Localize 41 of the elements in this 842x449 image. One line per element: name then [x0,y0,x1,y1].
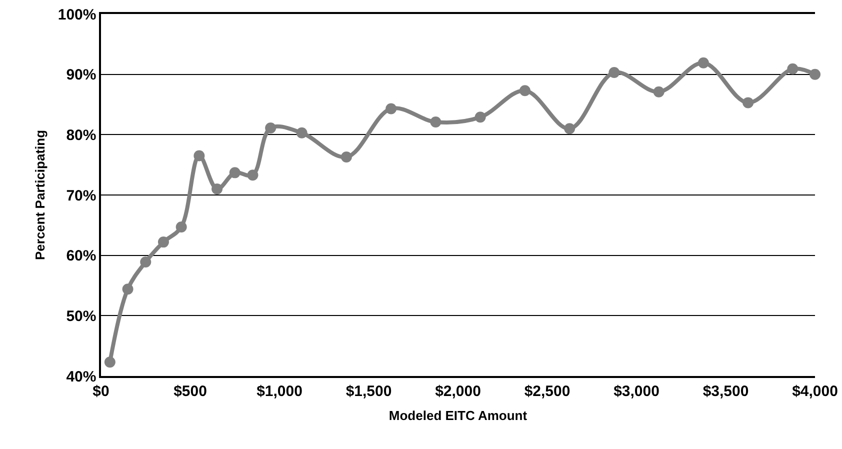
point [140,256,152,268]
point [430,116,442,128]
point [742,97,754,108]
point [122,284,134,295]
point [176,221,187,232]
point [340,151,352,162]
x-tick-label: $3,000 [614,382,660,400]
y-tick-label: 70% [66,187,96,204]
x-tick-label: $4,000 [792,382,838,400]
x-tick-label: $2,000 [435,382,481,400]
point [296,127,308,138]
y-tick-label: 90% [66,66,96,84]
point [474,112,486,123]
x-tick-label: $3,500 [702,382,749,400]
point [564,123,576,134]
x-tick-label: $2,500 [524,382,570,400]
point [158,236,169,248]
y-tick-label: 40% [66,368,96,386]
y-tick-label: 80% [66,126,96,144]
x-tick-label: $1,000 [256,382,302,400]
point [698,57,709,68]
point [653,86,664,98]
point [519,85,530,96]
point [608,67,620,78]
point [787,63,798,74]
y-axis-title: Percent Participating [32,130,48,260]
y-tick-label: 60% [66,248,96,265]
x-tick-label: $500 [174,382,207,400]
y-tick-label: 100% [58,6,96,24]
point [247,170,258,181]
point [386,103,397,114]
point [229,167,240,178]
point [265,122,276,134]
point [194,150,205,162]
point [810,68,820,80]
point [104,356,116,368]
x-tick-label: $0 [92,382,110,400]
y-tick-label: 50% [66,308,96,325]
point [212,183,223,194]
x-tick-label: $1,500 [346,382,392,400]
x-axis-title: Modeled EITC Amount [388,408,528,423]
